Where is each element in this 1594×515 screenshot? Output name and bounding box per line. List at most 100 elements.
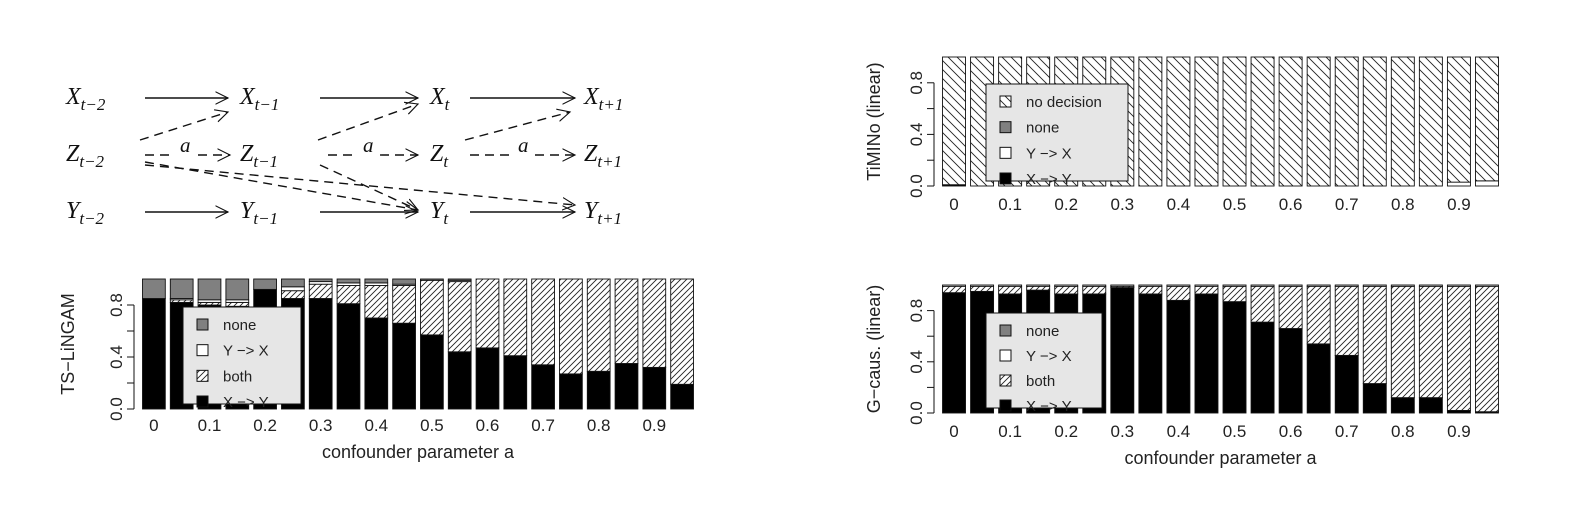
diagram-edge-dashed (317, 104, 418, 141)
bar-segment (1334, 56, 1359, 187)
bar-segment (1475, 285, 1499, 413)
x-tick-label: 0.5 (1223, 422, 1247, 441)
legend-swatch (999, 121, 1012, 134)
bar-segment (942, 285, 966, 294)
bar-segment (281, 290, 305, 299)
bar-segment (1418, 285, 1443, 399)
diagram-edge-dashed (319, 164, 418, 210)
bar-segment (447, 351, 472, 410)
x-tick-label: 0.6 (1279, 195, 1303, 214)
bar-segment (225, 301, 250, 307)
x-tick-label: 0.9 (642, 416, 666, 435)
bar-segment (1166, 285, 1191, 301)
bar-segment (336, 278, 361, 284)
legend-swatch (999, 172, 1012, 185)
node-y-t-minus-1: Yt−1 (240, 198, 278, 228)
bar-segment (559, 373, 583, 410)
legend-swatch (196, 318, 209, 331)
bar-segment (392, 278, 416, 285)
legend-label: X −> Y (1026, 171, 1072, 188)
bar-segment (1082, 284, 1107, 287)
diagram-edge-dashed (464, 112, 570, 141)
bar-segment (1222, 285, 1247, 303)
bar-segment (1250, 285, 1275, 323)
bar-segment (336, 303, 361, 410)
x-tick-label: 0.3 (1111, 195, 1135, 214)
bar-segment (1362, 56, 1387, 187)
bar-segment (1110, 287, 1135, 414)
x-tick-label: 0.3 (1111, 422, 1135, 441)
node-z-t-plus-1: Zt+1 (584, 141, 622, 171)
bar-segment (642, 278, 667, 368)
x-tick-label: 0.7 (531, 416, 555, 435)
y-tick-label: 0.0 (907, 174, 926, 198)
bar-segment (614, 278, 639, 364)
x-tick-label: 0.1 (198, 416, 222, 435)
bar-segment (1446, 285, 1471, 411)
bar-segment (392, 322, 416, 410)
legend: none Y −> X both X −> Y (985, 312, 1103, 415)
bar-segment (614, 363, 639, 410)
bar-segment (1110, 284, 1135, 287)
bar-segment (308, 278, 333, 283)
bar-segment (1222, 301, 1247, 414)
node-y-t-plus-1: Yt+1 (584, 198, 622, 228)
legend-swatch (999, 95, 1012, 108)
bar-segment (970, 285, 995, 292)
edge-label-a-1: a (180, 133, 191, 157)
diagram-nodes: Xt−2 Xt−1 Xt Xt+1 Zt−2 Zt−1 Zt Zt+1 Yt−2… (65, 84, 623, 228)
bar-segment (420, 334, 444, 410)
bar-segment (225, 278, 250, 301)
legend-label: X −> Y (223, 394, 269, 411)
y-axis-label: TiMINo (linear) (864, 62, 884, 180)
bar-segment (1250, 284, 1275, 287)
bar-segment (1082, 285, 1107, 295)
diagram-edge-dashed (139, 112, 228, 141)
x-tick-label: 0.3 (309, 416, 333, 435)
node-y-t-minus-2: Yt−2 (66, 198, 105, 228)
bar-segment (364, 317, 389, 410)
bar-segment (1166, 284, 1191, 287)
bar-segment (1278, 56, 1303, 187)
bar-segment (1278, 328, 1303, 414)
bar-segment (1446, 56, 1471, 183)
bar-segment (1026, 285, 1051, 291)
x-axis-label: confounder parameter a (1124, 448, 1317, 468)
x-tick-label: 0.8 (587, 416, 611, 435)
bar-segment (364, 285, 389, 319)
bar-segment (142, 298, 166, 410)
bar-segment (1250, 321, 1275, 414)
x-tick-label: 0.2 (1054, 422, 1078, 441)
bar-segment (142, 278, 166, 299)
bar-segment (1306, 56, 1331, 187)
diagram-edges (139, 98, 575, 212)
bar-segment (942, 284, 966, 287)
x-tick-label: 0.1 (998, 195, 1022, 214)
node-x-t-plus-1: Xt+1 (583, 84, 623, 114)
bar-segment (503, 278, 528, 357)
chart-timino-linear: 0.0 0.4 0.8 TiMINo (linear) 0 0.1 0.2 0.3 0.4 0.5… (864, 56, 1499, 214)
bar-segment (281, 286, 305, 292)
diagram-edge-dashed (144, 164, 575, 205)
bar-segment (1418, 284, 1443, 287)
legend-label: none (1026, 120, 1059, 137)
bar-segment (1138, 293, 1163, 414)
bar-segment (670, 278, 694, 385)
legend: none Y −> X both X −> Y (182, 306, 302, 411)
legend-label: none (1026, 323, 1059, 340)
x-tick-label: 0 (949, 195, 958, 214)
bar-segment (197, 278, 222, 301)
bar-segment (1306, 285, 1331, 345)
bar-segment (1362, 285, 1387, 385)
causal-diagram: Xt−2 Xt−1 Xt Xt+1 Zt−2 Zt−1 Zt Zt+1 Yt−2… (65, 84, 623, 228)
bar-segment (447, 281, 472, 353)
legend-label: both (223, 368, 252, 385)
legend: no decision none Y −> X X −> Y (985, 83, 1129, 188)
bar-segment (1362, 284, 1387, 287)
bar-segment (447, 278, 472, 281)
legend-swatch (999, 324, 1012, 337)
bar-segment (169, 278, 194, 299)
bar-segment (1334, 285, 1359, 356)
bar-segment (1194, 293, 1219, 414)
bar-segment (670, 383, 694, 410)
